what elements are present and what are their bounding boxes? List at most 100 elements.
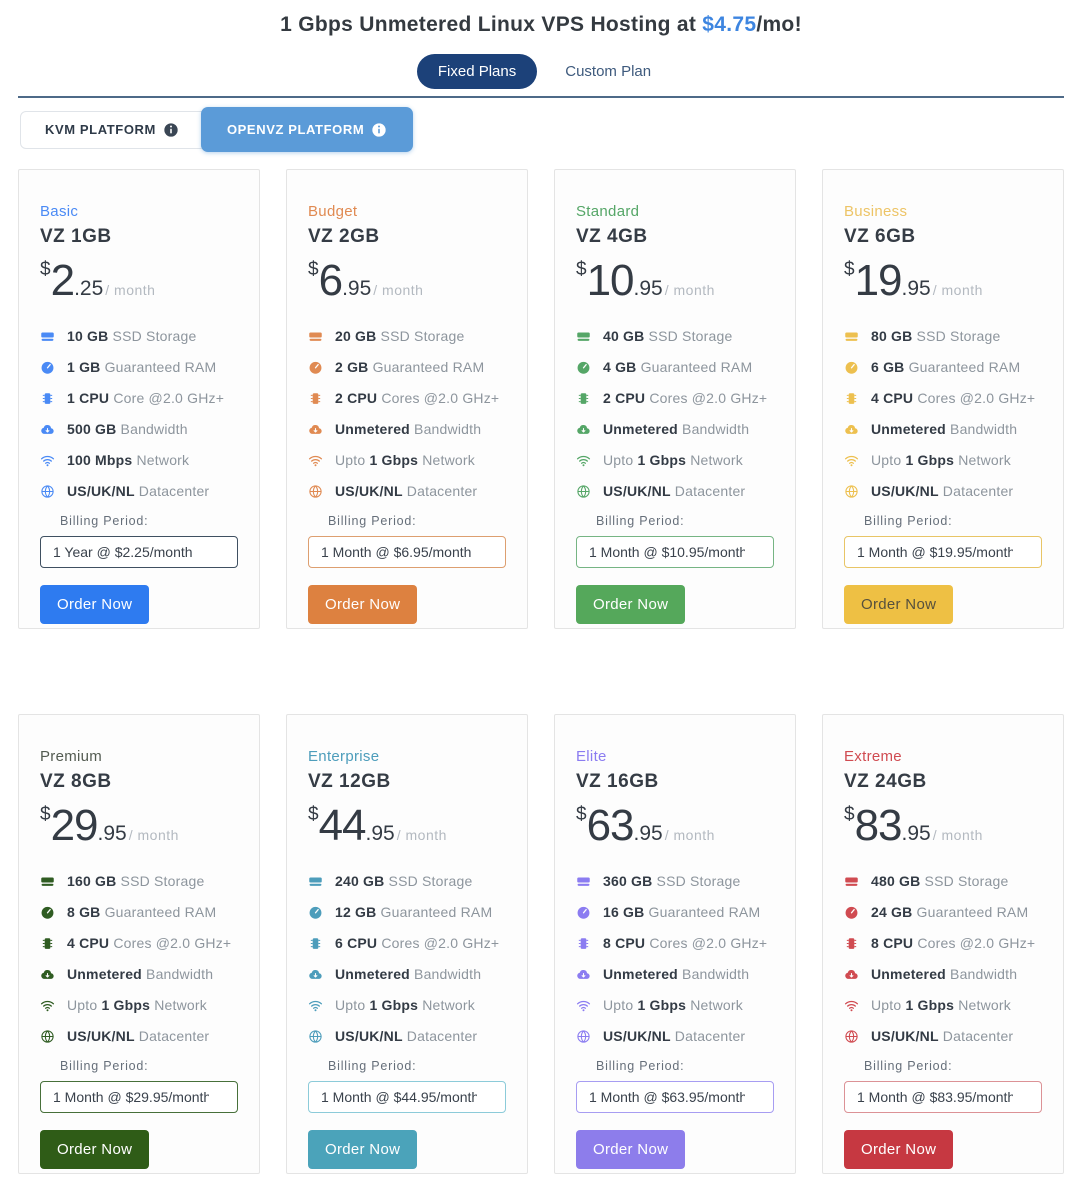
order-now-button[interactable]: Order Now	[576, 1130, 686, 1169]
billing-period-select[interactable]: 1 Month @ $29.95/month	[40, 1081, 238, 1113]
price-whole: 2	[50, 256, 76, 305]
price-currency: $	[40, 259, 51, 280]
price-whole: 63	[586, 801, 635, 850]
billing-period-select[interactable]: 1 Year @ $2.25/month	[40, 536, 238, 568]
bandwidth-icon	[576, 967, 591, 982]
plan-spec-text: Unmetered Bandwidth	[67, 966, 214, 982]
plan-tier: Premium	[40, 748, 103, 765]
tab-custom-plan[interactable]: Custom Plan	[551, 55, 665, 88]
billing-period-label: Billing Period:	[40, 1059, 238, 1073]
price-currency: $	[40, 804, 51, 825]
price-decimal: .95	[97, 822, 127, 845]
order-now-button[interactable]: Order Now	[40, 1130, 150, 1169]
plan-spec-text: 4 GB Guaranteed RAM	[603, 359, 753, 375]
plan-spec-row: US/UK/NL Datacenter	[844, 1028, 1042, 1044]
order-now-button[interactable]: Order Now	[844, 1130, 954, 1169]
price-period: / month	[664, 282, 715, 298]
plan-spec-text: Upto 1 Gbps Network	[67, 997, 207, 1013]
plan-spec-text: 8 CPU Cores @2.0 GHz+	[871, 935, 1036, 951]
plan-tier: Enterprise	[308, 748, 380, 765]
plan-spec-row: 6 CPU Cores @2.0 GHz+	[308, 935, 506, 951]
globe-icon	[576, 484, 591, 499]
plan-spec-text: 2 CPU Cores @2.0 GHz+	[603, 390, 768, 406]
plan-spec-text: 2 CPU Cores @2.0 GHz+	[335, 390, 500, 406]
info-icon	[163, 122, 179, 138]
calendar-icon	[40, 515, 53, 528]
billing-period-select[interactable]: 1 Month @ $19.95/month	[844, 536, 1042, 568]
openvz-platform-label: OPENVZ PLATFORM	[226, 122, 365, 137]
plan-spec-text: US/UK/NL Datacenter	[335, 1028, 478, 1044]
plan-spec-row: Upto 1 Gbps Network	[844, 997, 1042, 1013]
billing-period-label: Billing Period:	[844, 514, 1042, 528]
plan-card: Extreme VZ 24GB $83.95/ month 480 GB SSD…	[822, 714, 1064, 1174]
plan-spec-text: Unmetered Bandwidth	[603, 966, 750, 982]
price-whole: 29	[50, 801, 99, 850]
plan-spec-text: 24 GB Guaranteed RAM	[871, 904, 1029, 920]
plan-spec-text: 80 GB SSD Storage	[871, 328, 1001, 344]
plan-spec-row: US/UK/NL Datacenter	[844, 483, 1042, 499]
plan-price: $83.95/ month	[844, 801, 1042, 850]
plan-spec-text: US/UK/NL Datacenter	[871, 1028, 1014, 1044]
billing-period-select[interactable]: 1 Month @ $10.95/month	[576, 536, 774, 568]
title-price: $4.75	[702, 13, 757, 36]
billing-period-select[interactable]: 1 Month @ $6.95/month	[308, 536, 506, 568]
kvm-platform-label: KVM PLATFORM	[45, 122, 156, 137]
order-now-button[interactable]: Order Now	[308, 1130, 418, 1169]
plan-spec-text: 4 CPU Cores @2.0 GHz+	[871, 390, 1036, 406]
plan-spec-text: Unmetered Bandwidth	[871, 966, 1018, 982]
calendar-icon	[576, 1060, 589, 1073]
plan-spec-row: Unmetered Bandwidth	[844, 421, 1042, 437]
order-now-button[interactable]: Order Now	[308, 585, 418, 624]
plan-spec-text: US/UK/NL Datacenter	[603, 483, 746, 499]
plan-spec-row: Unmetered Bandwidth	[844, 966, 1042, 982]
plan-spec-row: US/UK/NL Datacenter	[308, 483, 506, 499]
plan-spec-row: 40 GB SSD Storage	[576, 328, 774, 344]
bandwidth-icon	[844, 422, 859, 437]
plan-price: $2.25/ month	[40, 256, 238, 305]
plan-type-tabs: Fixed Plans Custom Plan	[0, 54, 1082, 89]
billing-period-select[interactable]: 1 Month @ $44.95/month	[308, 1081, 506, 1113]
title-suffix: /mo!	[756, 13, 802, 36]
plan-spec-row: Unmetered Bandwidth	[40, 966, 238, 982]
order-now-button[interactable]: Order Now	[576, 585, 686, 624]
tab-openvz-platform[interactable]: OPENVZ PLATFORM	[200, 107, 414, 152]
billing-period-label: Billing Period:	[308, 1059, 506, 1073]
plan-spec-row: US/UK/NL Datacenter	[576, 483, 774, 499]
title-text: 1 Gbps Unmetered Linux VPS Hosting at	[280, 13, 703, 36]
billing-label-text: Billing Period:	[328, 1059, 417, 1073]
tab-fixed-plans[interactable]: Fixed Plans	[416, 54, 538, 89]
tab-kvm-platform[interactable]: KVM PLATFORM	[20, 110, 204, 149]
plan-spec-row: 24 GB Guaranteed RAM	[844, 904, 1042, 920]
calendar-icon	[308, 515, 321, 528]
storage-icon	[844, 329, 859, 344]
plan-spec-text: Upto 1 Gbps Network	[335, 997, 475, 1013]
price-whole: 83	[854, 801, 903, 850]
plan-spec-text: 500 GB Bandwidth	[67, 421, 188, 437]
billing-period-label: Billing Period:	[40, 514, 238, 528]
plan-spec-text: 4 CPU Cores @2.0 GHz+	[67, 935, 232, 951]
price-period: / month	[932, 827, 983, 843]
billing-period-select[interactable]: 1 Month @ $63.95/month	[576, 1081, 774, 1113]
order-now-button[interactable]: Order Now	[40, 585, 150, 624]
plan-spec-row: Upto 1 Gbps Network	[844, 452, 1042, 468]
price-whole: 44	[318, 801, 367, 850]
plan-spec-text: 12 GB Guaranteed RAM	[335, 904, 493, 920]
globe-icon	[308, 1029, 323, 1044]
plan-spec-row: 10 GB SSD Storage	[40, 328, 238, 344]
plan-spec-text: 6 CPU Cores @2.0 GHz+	[335, 935, 500, 951]
network-icon	[40, 453, 55, 468]
price-currency: $	[844, 804, 855, 825]
cpu-icon	[844, 391, 859, 406]
plan-spec-row: 1 CPU Core @2.0 GHz+	[40, 390, 238, 406]
order-now-button[interactable]: Order Now	[844, 585, 954, 624]
bandwidth-icon	[308, 422, 323, 437]
network-icon	[844, 998, 859, 1013]
billing-period-label: Billing Period:	[844, 1059, 1042, 1073]
price-decimal: .95	[365, 822, 395, 845]
plan-spec-row: 2 GB Guaranteed RAM	[308, 359, 506, 375]
ram-icon	[308, 360, 323, 375]
plan-spec-row: 240 GB SSD Storage	[308, 873, 506, 889]
billing-period-select-wrap: 1 Month @ $29.95/month	[40, 1081, 238, 1113]
billing-period-select[interactable]: 1 Month @ $83.95/month	[844, 1081, 1042, 1113]
